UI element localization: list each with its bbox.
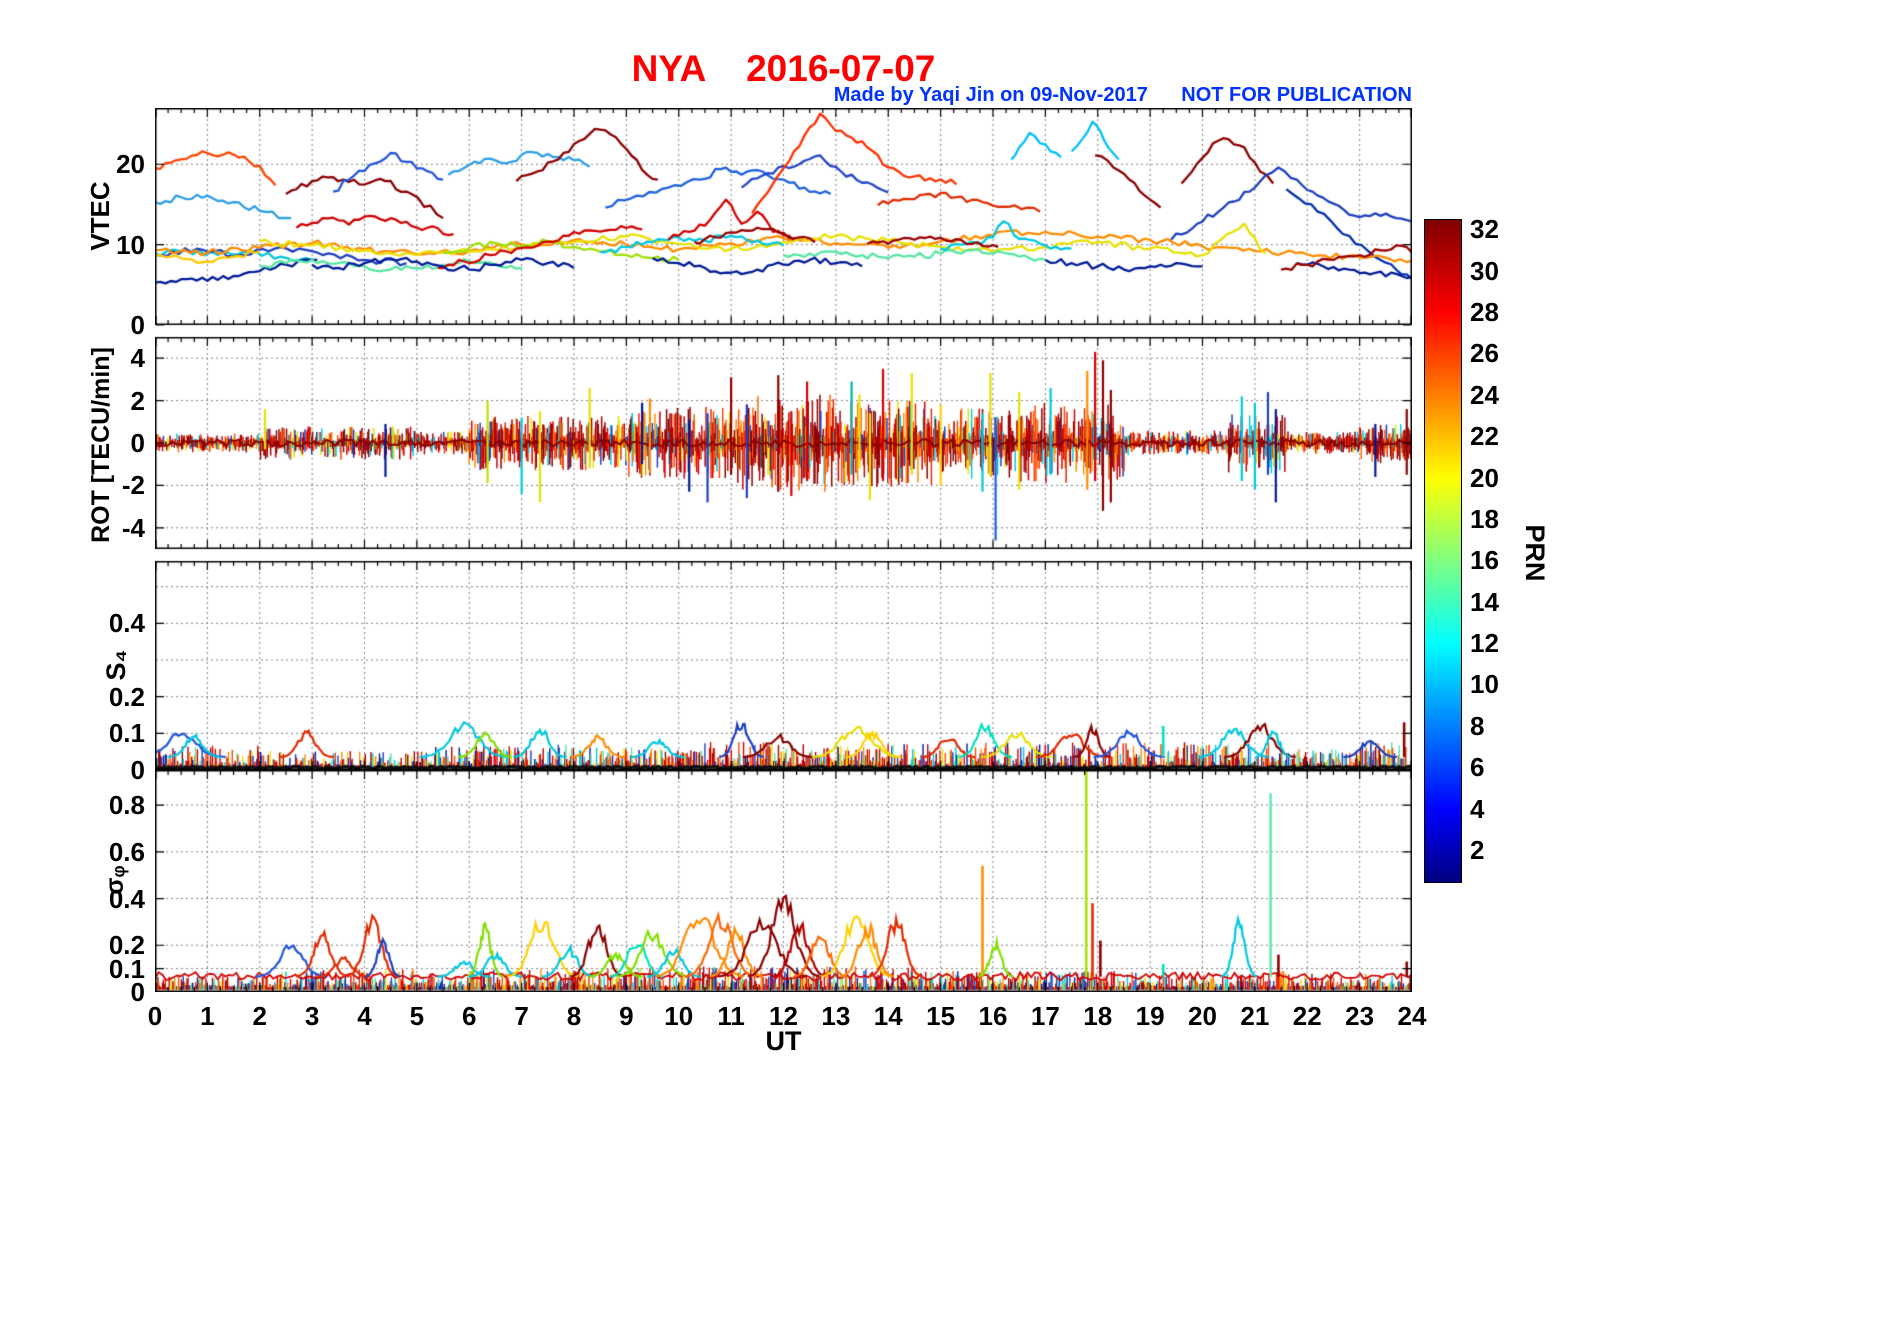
colorbar-tick-label: 20 [1470, 462, 1499, 493]
x-tick-label: 10 [664, 1001, 694, 1031]
y-tick-label: 0 [130, 977, 145, 1007]
y-tick-label: 0 [130, 755, 145, 785]
x-tick-label: 17 [1030, 1001, 1060, 1031]
colorbar-tick-label: 8 [1470, 710, 1485, 741]
x-tick-label: 20 [1188, 1001, 1217, 1031]
x-tick-label: 11 [717, 1001, 745, 1031]
x-tick-label: 24 [1397, 1001, 1427, 1031]
y-tick-label: 0 [130, 428, 145, 458]
y-tick-label: 0.2 [108, 681, 145, 712]
credit-note: Made by Yaqi Jin on 09-Nov-2017 NOT FOR … [833, 84, 1412, 106]
y-tick-label: 0 [130, 310, 145, 340]
y-tick-label: 0.2 [108, 930, 145, 961]
x-tick-label: 2 [252, 1001, 267, 1031]
y-axis-label-vtec: VTEC [85, 181, 115, 251]
x-tick-label: 0 [147, 1001, 163, 1031]
y-tick-label: 20 [116, 149, 145, 180]
y-tick-label: 0.6 [108, 836, 145, 867]
colorbar-tick-label: 16 [1470, 545, 1499, 576]
x-tick-label: 9 [619, 1001, 634, 1031]
colorbar-tick-label: 6 [1470, 752, 1485, 783]
x-tick-label: 8 [566, 1001, 582, 1031]
y-tick-label: 0.1 [108, 953, 145, 984]
colorbar-tick-label: 14 [1470, 586, 1499, 617]
plots-canvas [155, 108, 1412, 992]
colorbar-tick-label: 10 [1470, 669, 1499, 700]
x-tick-label: 21 [1240, 1001, 1270, 1031]
x-tick-label: 7 [514, 1001, 529, 1031]
x-tick-label: 19 [1135, 1001, 1165, 1031]
colorbar-tick-label: 2 [1470, 834, 1485, 865]
x-tick-label: 5 [409, 1001, 425, 1031]
y-tick-label: 10 [116, 229, 145, 260]
x-tick-label: 23 [1345, 1001, 1375, 1031]
colorbar-tick-label: 32 [1470, 214, 1499, 245]
x-tick-label: 4 [357, 1001, 372, 1031]
y-tick-label: 2 [130, 385, 145, 416]
x-tick-label: 22 [1292, 1001, 1322, 1031]
y-tick-label: 0.4 [108, 883, 145, 914]
colorbar-tick-label: 18 [1470, 503, 1499, 534]
x-tick-label: 3 [304, 1001, 320, 1031]
x-tick-label: 13 [821, 1001, 851, 1031]
y-tick-label: 0.1 [108, 718, 145, 749]
colorbar-tick-label: 28 [1470, 297, 1499, 328]
x-tick-label: 14 [873, 1001, 903, 1031]
colorbar-tick-label: 24 [1470, 379, 1499, 410]
x-tick-label: 15 [926, 1001, 956, 1031]
colorbar-tick-label: 26 [1470, 338, 1499, 369]
x-tick-label: 6 [462, 1001, 477, 1031]
x-tick-label: 18 [1083, 1001, 1113, 1031]
x-tick-label: 1 [200, 1001, 215, 1031]
colorbar-tick-label: 22 [1470, 421, 1499, 452]
colorbar-tick-label: 4 [1470, 793, 1485, 824]
x-tick-label: 12 [769, 1001, 798, 1031]
y-tick-label: -2 [121, 470, 145, 501]
y-tick-label: -4 [121, 512, 145, 543]
colorbar-tick-label: 30 [1470, 255, 1499, 286]
y-tick-label: 0.8 [108, 790, 145, 821]
colorbar-tick-label: 12 [1470, 628, 1499, 659]
y-tick-label: 0.4 [108, 608, 145, 639]
y-tick-label: 4 [130, 343, 145, 374]
x-axis-label: UT [765, 1026, 802, 1056]
page-title: NYA 2016-07-07 [631, 48, 936, 89]
colorbar [1424, 219, 1462, 883]
x-tick-label: 16 [978, 1001, 1008, 1031]
